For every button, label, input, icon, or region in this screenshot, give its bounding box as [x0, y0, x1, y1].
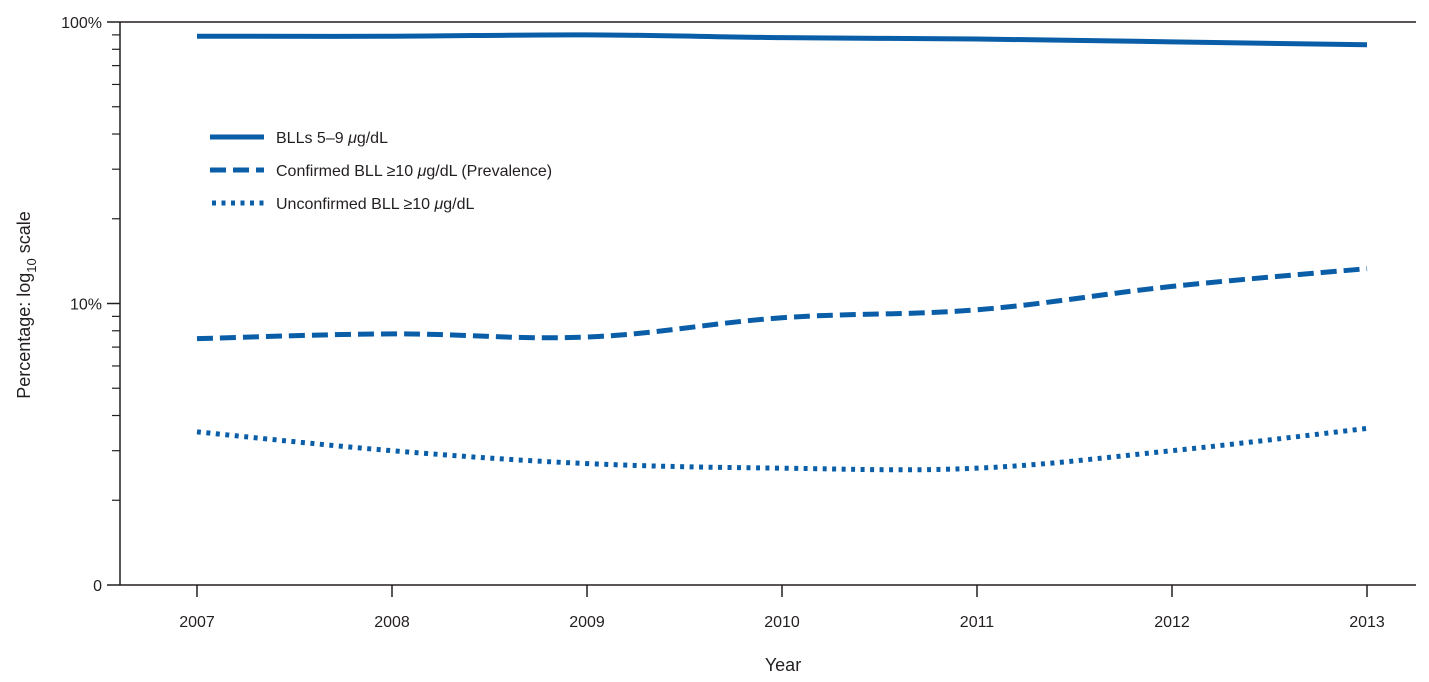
legend-label-part: Unconfirmed BLL ≥10 — [276, 196, 435, 213]
y-axis-title-part: Percentage: log — [14, 273, 34, 399]
x-ticks: 2007 2008 2009 2010 2011 2012 2013 — [179, 585, 1385, 631]
y-tick-label: 0 — [93, 578, 102, 595]
legend-label-part: Confirmed BLL ≥10 — [276, 163, 418, 180]
series-line-dotted — [196, 425, 1368, 473]
series-lines — [196, 32, 1368, 473]
legend-label-part: g/dL (Prevalence) — [426, 163, 552, 180]
legend-label: BLLs 5–9 μg/dL — [276, 130, 388, 147]
x-tick-label: 2012 — [1154, 614, 1190, 631]
series-line-solid — [196, 32, 1368, 48]
y-minor-ticks — [112, 34, 120, 501]
x-tick-label: 2007 — [179, 614, 215, 631]
y-axis-title: Percentage: log10 scale — [14, 211, 39, 399]
legend-label-part: BLLs 5–9 — [276, 130, 348, 147]
y-axis-title-subscript: 10 — [24, 258, 39, 272]
legend-label-italic: μ — [417, 163, 427, 180]
legend-label-part: g/dL — [357, 130, 388, 147]
legend-label: Confirmed BLL ≥10 μg/dL (Prevalence) — [276, 163, 552, 180]
x-axis-title: Year — [765, 655, 801, 675]
legend: BLLs 5–9 μg/dL Confirmed BLL ≥10 μg/dL (… — [210, 130, 552, 213]
x-tick-label: 2009 — [569, 614, 605, 631]
legend-label-italic: μ — [347, 130, 357, 147]
legend-label-italic: μ — [434, 196, 444, 213]
legend-label: Unconfirmed BLL ≥10 μg/dL — [276, 196, 475, 213]
axes — [119, 21, 1416, 586]
legend-item: Confirmed BLL ≥10 μg/dL (Prevalence) — [210, 163, 552, 180]
legend-item: Unconfirmed BLL ≥10 μg/dL — [212, 196, 475, 213]
y-tick-label: 10% — [70, 297, 102, 314]
x-tick-label: 2010 — [764, 614, 800, 631]
legend-label-part: g/dL — [443, 196, 474, 213]
series-line-dashed — [196, 266, 1368, 342]
y-axis-title-part: scale — [14, 211, 34, 258]
x-tick-label: 2013 — [1349, 614, 1385, 631]
x-tick-label: 2008 — [374, 614, 410, 631]
y-tick-label: 100% — [61, 15, 102, 32]
y-major-ticks: 0 10% 100% — [61, 15, 120, 595]
legend-item: BLLs 5–9 μg/dL — [210, 130, 388, 147]
x-tick-label: 2011 — [960, 614, 995, 631]
